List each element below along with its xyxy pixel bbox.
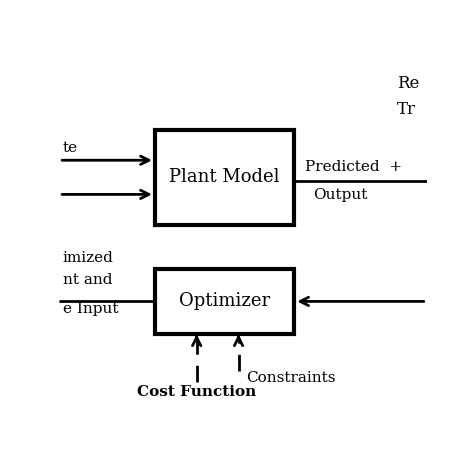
Text: Predicted  +: Predicted + [305,160,402,173]
Text: Constraints: Constraints [246,371,336,385]
Text: Plant Model: Plant Model [169,168,280,186]
Bar [155,269,294,334]
Text: Tr: Tr [397,100,416,118]
Text: e Input: e Input [63,302,118,316]
Text: Cost Function: Cost Function [137,385,256,400]
Text: nt and: nt and [63,273,112,287]
Bar [155,130,294,225]
Text: Optimizer: Optimizer [179,292,270,310]
Text: Re: Re [397,75,419,92]
Text: te: te [63,141,78,155]
Text: imized: imized [63,251,114,265]
Text: Output: Output [313,188,367,202]
